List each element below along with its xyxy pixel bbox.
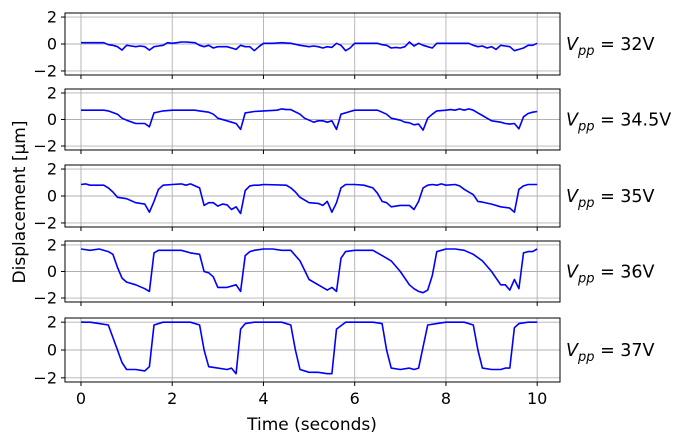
- panel-1: −2 0 2 Vpp = 32V: [33, 8, 654, 81]
- y-tick-label: 0: [47, 262, 57, 281]
- series-line: [81, 108, 538, 131]
- series-line: [81, 321, 538, 375]
- x-tick-label: 0: [76, 389, 86, 408]
- panel-3: −2 0 2 Vpp = 35V: [33, 160, 654, 233]
- y-tick-label: 0: [47, 110, 57, 129]
- x-tick-label: 4: [258, 389, 268, 408]
- y-tick-label: 2: [47, 235, 57, 254]
- y-tick-label: 0: [47, 35, 57, 54]
- y-tick-label: −2: [33, 137, 57, 156]
- series-line: [80, 183, 538, 215]
- y-tick-label: −2: [33, 61, 57, 80]
- y-tick-label: 2: [47, 313, 57, 332]
- x-tick-label: 6: [350, 389, 360, 408]
- series-line: [80, 248, 538, 294]
- y-tick-label: 0: [47, 341, 57, 360]
- y-tick-label: −2: [33, 289, 57, 308]
- y-tick-label: −2: [33, 213, 57, 232]
- y-axis-label: Displacement [μm]: [10, 121, 30, 284]
- panel-5: −2 0 2 0 2 4 6 8 10 Vpp = 37V: [33, 313, 654, 408]
- y-tick-label: 2: [47, 160, 57, 179]
- x-tick-label: 10: [527, 389, 547, 408]
- voltage-label: Vpp = 34.5V: [566, 111, 671, 135]
- x-axis-label: Time (seconds): [246, 415, 377, 435]
- voltage-label: Vpp = 35V: [566, 187, 655, 211]
- x-tick-label: 8: [441, 389, 451, 408]
- y-tick-label: 2: [47, 8, 57, 27]
- y-tick-label: 0: [47, 187, 57, 206]
- y-tick-label: 2: [47, 83, 57, 102]
- panels-group: −2 0 2 Vpp = 32V −2 0 2 Vpp = 34.5V −2 0 2 Vpp = 35…: [33, 8, 671, 408]
- voltage-label: Vpp = 32V: [566, 35, 655, 59]
- voltage-label: Vpp = 36V: [566, 263, 655, 287]
- voltage-label: Vpp = 37V: [566, 341, 655, 365]
- y-tick-label: −2: [33, 368, 57, 387]
- series-line: [81, 41, 538, 52]
- panel-2: −2 0 2 Vpp = 34.5V: [33, 83, 671, 155]
- x-tick-label: 2: [167, 389, 177, 408]
- panel-4: −2 0 2 Vpp = 36V: [33, 235, 654, 307]
